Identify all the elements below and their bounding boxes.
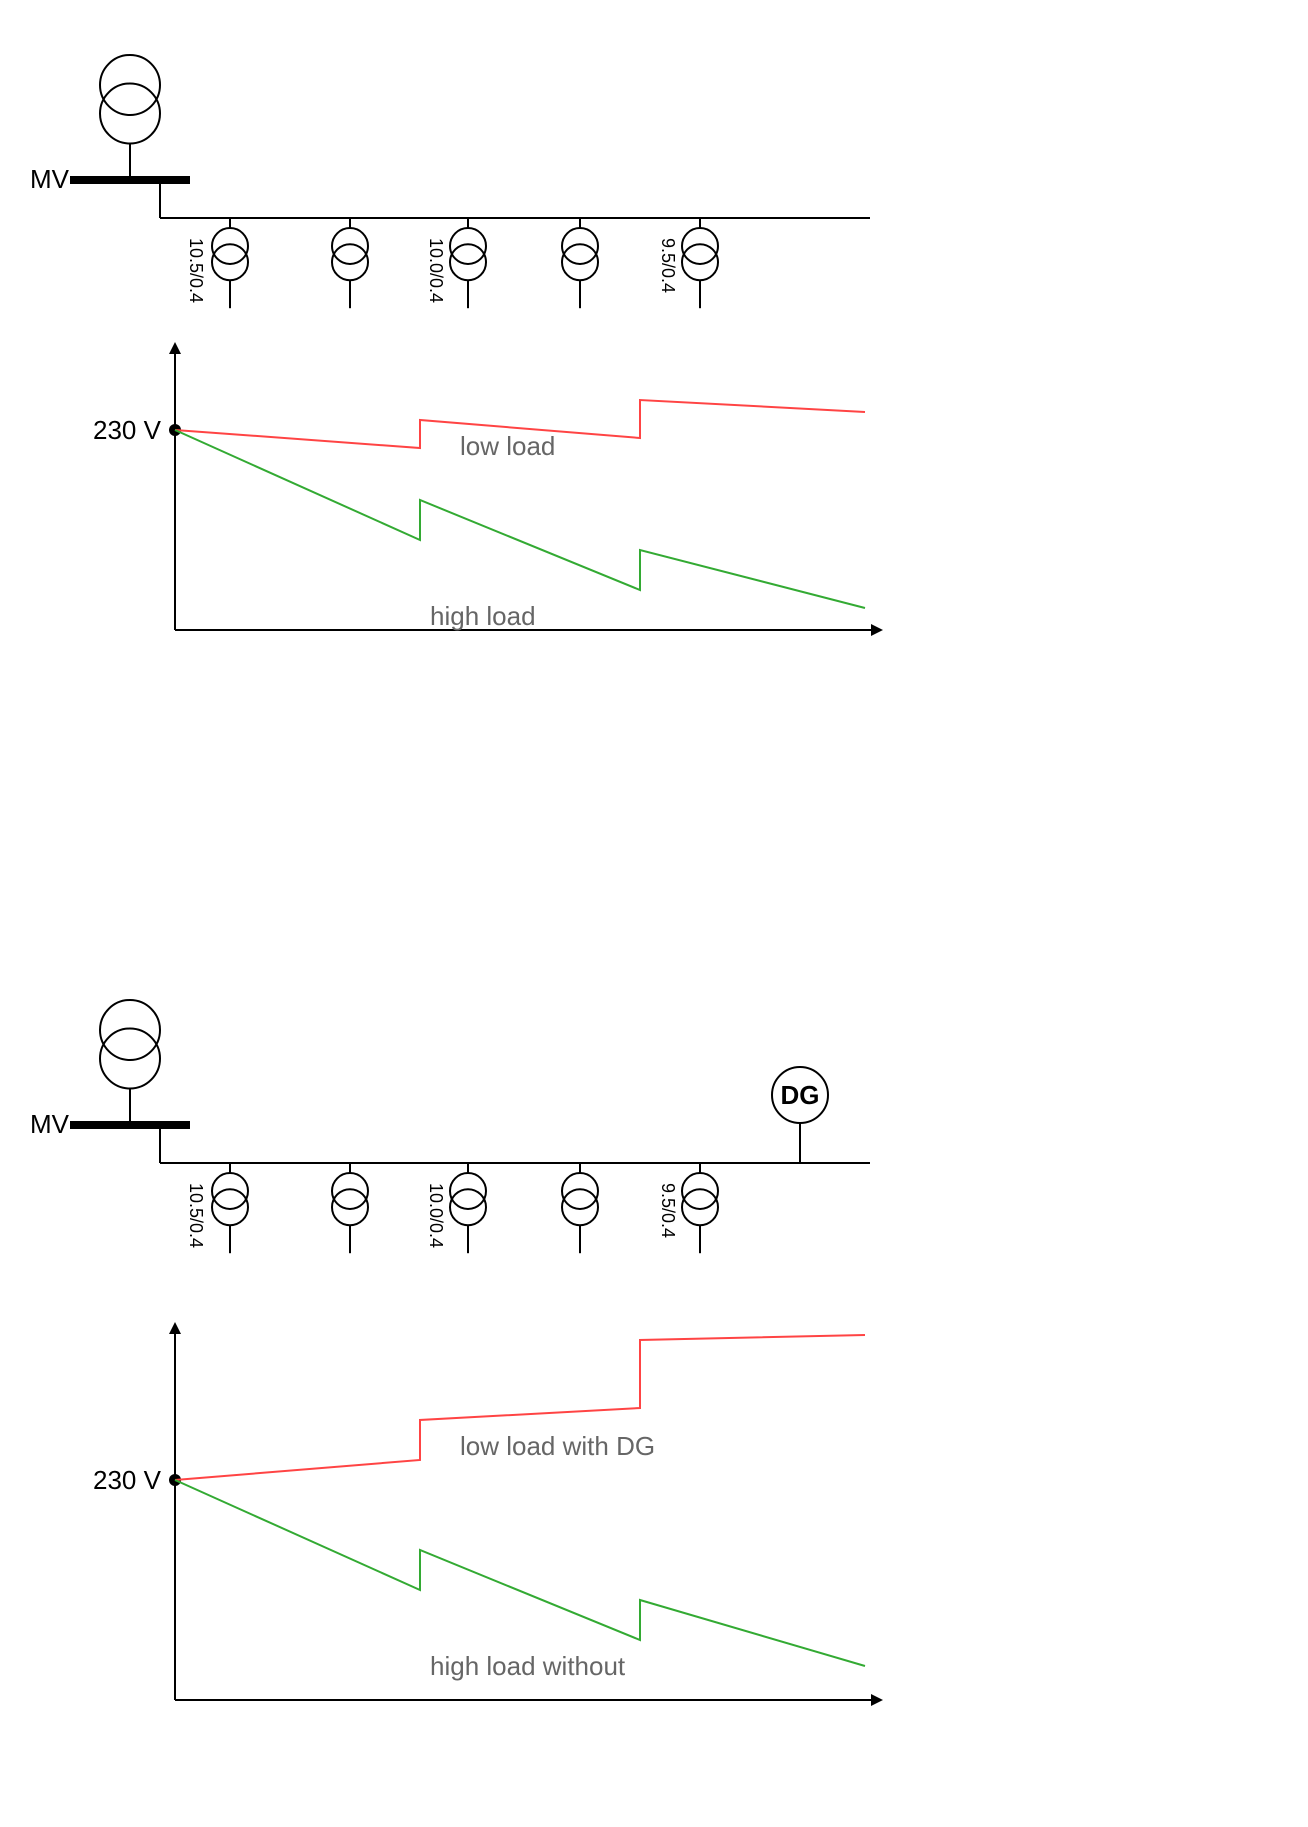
mv-label: MV [30,1109,70,1139]
mv-label: MV [30,164,70,194]
chart-y-label: 230 V [93,415,162,445]
dg-label: DG [781,1080,820,1110]
tap-ratio-label: 10.0/0.4 [426,238,446,303]
high-load-label: high load without [430,1651,626,1681]
tap-ratio-label: 10.0/0.4 [426,1183,446,1248]
tap-ratio-label: 10.5/0.4 [186,238,206,303]
chart-y-label: 230 V [93,1465,162,1495]
high-load-trace [175,1480,865,1666]
tap-ratio-label: 9.5/0.4 [658,238,678,293]
high-load-label: high load [430,601,536,631]
voltage-profile-diagram: MV 10.5/0.4 10.0/0.4 9.5/0.4 230 V low load hi… [0,0,1308,1827]
tap-ratio-label: 9.5/0.4 [658,1183,678,1238]
tap-ratio-label: 10.5/0.4 [186,1183,206,1248]
low-load-label: low load [460,431,555,461]
low-load-label: low load with DG [460,1431,655,1461]
